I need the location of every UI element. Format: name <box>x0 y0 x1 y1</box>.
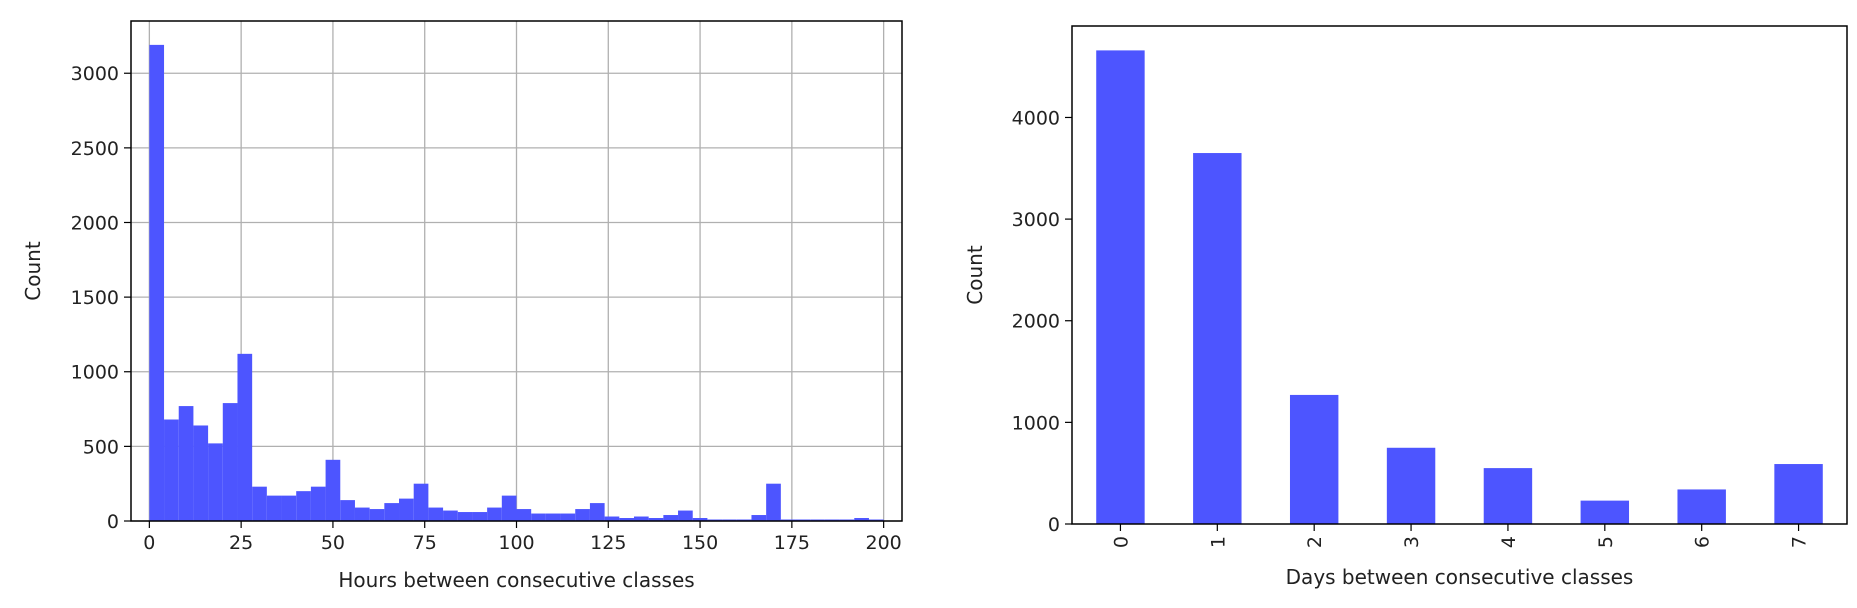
x-tick-label: 175 <box>774 532 810 554</box>
histogram-bar <box>648 518 664 521</box>
days-bar-chart-ticks: 0 1 2 3 4 5 6 7 0 1000 2000 3000 4000 <box>1012 107 1811 548</box>
days-bar-chart-panel: 0 1 2 3 4 5 6 7 0 1000 2000 3000 4000 Days between c… <box>963 25 1848 589</box>
bar <box>1774 464 1823 524</box>
histogram-bar <box>384 503 400 521</box>
histogram-bar <box>619 518 634 521</box>
histogram-bar <box>413 483 429 521</box>
x-tick-label: 3 <box>1401 536 1423 548</box>
hours-histogram-y-axis-label: Count <box>21 241 45 301</box>
x-tick-label: 4 <box>1498 536 1520 548</box>
x-tick-label: 100 <box>498 532 534 554</box>
histogram-bar <box>854 518 869 521</box>
bar <box>1096 50 1145 524</box>
histogram-bar <box>457 512 473 521</box>
x-tick-label: 2 <box>1304 536 1326 548</box>
histogram-bar <box>208 443 223 521</box>
histogram-bar <box>296 491 311 521</box>
histogram-bar <box>678 510 693 521</box>
bar <box>1483 468 1533 524</box>
hours-histogram-gridlines <box>131 21 902 522</box>
histogram-bar <box>369 509 385 521</box>
bar <box>1580 500 1630 524</box>
x-tick-label: 6 <box>1692 536 1714 548</box>
bar <box>1193 153 1242 524</box>
histogram-bar <box>766 483 781 521</box>
histogram-bar <box>222 403 238 521</box>
x-tick-label: 7 <box>1789 536 1811 548</box>
bar <box>1677 489 1726 524</box>
x-tick-label: 1 <box>1207 536 1229 548</box>
histogram-bar <box>751 515 767 521</box>
histogram-bar <box>193 425 209 521</box>
days-bar-chart-x-axis-label: Days between consecutive classes <box>1286 565 1634 589</box>
histogram-bar <box>310 486 326 521</box>
bar <box>1386 447 1436 524</box>
histogram-bar <box>325 459 341 521</box>
histogram-bar <box>531 513 546 521</box>
histogram-bar <box>633 516 649 521</box>
y-tick-label: 1000 <box>1012 412 1060 434</box>
histogram-bar <box>501 495 517 521</box>
histogram-bar <box>575 509 590 521</box>
x-tick-label: 125 <box>590 532 626 554</box>
x-tick-label: 200 <box>866 532 902 554</box>
y-tick-label: 0 <box>1048 514 1060 536</box>
histogram-bar <box>560 513 576 521</box>
y-tick-label: 3000 <box>1012 209 1060 231</box>
histogram-bar <box>178 406 194 521</box>
histogram-bar <box>443 510 458 521</box>
histogram-bar <box>340 500 355 521</box>
histogram-bar <box>149 44 165 522</box>
bar <box>1289 394 1339 524</box>
hours-histogram-bars <box>149 44 884 522</box>
y-tick-label: 2000 <box>1012 311 1060 333</box>
days-bar-chart-plot-frame <box>1071 25 1848 525</box>
histogram-bar <box>589 503 605 521</box>
histogram-bar <box>281 495 297 521</box>
x-tick-label: 75 <box>413 532 437 554</box>
y-tick-label: 1000 <box>71 362 119 384</box>
histogram-bar <box>428 507 444 521</box>
histogram-bar <box>164 419 179 521</box>
days-bar-chart-y-axis-label: Count <box>963 245 987 305</box>
x-tick-label: 0 <box>1110 536 1132 548</box>
y-tick-label: 500 <box>83 436 119 458</box>
histogram-bar <box>487 507 502 521</box>
y-tick-label: 4000 <box>1012 107 1060 129</box>
x-tick-label: 0 <box>143 532 155 554</box>
hours-histogram-ticks: 0 25 50 75 100 125 150 175 200050010001500200025… <box>71 63 902 554</box>
histogram-bar <box>692 518 708 521</box>
histogram-bar <box>237 353 253 521</box>
days-bar-chart-bars <box>1096 50 1823 524</box>
y-tick-label: 3000 <box>71 63 119 85</box>
x-tick-label: 5 <box>1595 536 1617 548</box>
histogram-bar <box>252 486 267 521</box>
y-tick-label: 2000 <box>71 212 119 234</box>
x-tick-label: 25 <box>229 532 253 554</box>
histogram-bar <box>516 509 532 521</box>
hours-histogram-x-axis-label: Hours between consecutive classes <box>338 568 694 592</box>
hours-histogram-panel: 0 25 50 75 100 125 150 175 200050010001500200025… <box>21 20 903 592</box>
histogram-bar <box>545 513 561 521</box>
y-tick-label: 2500 <box>71 138 119 160</box>
histogram-bar <box>604 516 620 521</box>
x-tick-label: 50 <box>321 532 345 554</box>
y-tick-label: 1500 <box>71 287 119 309</box>
histogram-bar <box>354 507 370 521</box>
histogram-bar <box>663 515 679 521</box>
x-tick-label: 150 <box>682 532 718 554</box>
y-tick-label: 0 <box>107 511 119 533</box>
histogram-bar <box>266 495 282 521</box>
histogram-bar <box>399 498 414 521</box>
histogram-bar <box>472 512 488 521</box>
